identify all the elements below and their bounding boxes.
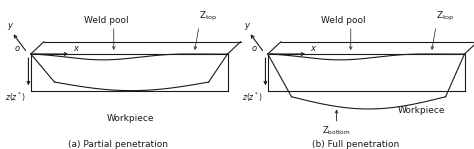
Text: x: x	[310, 44, 316, 53]
Text: Weld pool: Weld pool	[321, 16, 366, 25]
Text: Workpiece: Workpiece	[107, 114, 154, 123]
Text: Z$_{\mathrm{top}}$: Z$_{\mathrm{top}}$	[436, 10, 455, 23]
Text: Workpiece: Workpiece	[398, 106, 446, 115]
Text: $z(z^*)$: $z(z^*)$	[5, 91, 26, 104]
Text: Z$_{\mathrm{top}}$: Z$_{\mathrm{top}}$	[199, 10, 218, 23]
Text: (b) Full penetration: (b) Full penetration	[312, 139, 399, 149]
Text: (a) Partial penetration: (a) Partial penetration	[69, 139, 168, 149]
Text: $z(z^*)$: $z(z^*)$	[242, 91, 263, 104]
Text: o: o	[252, 44, 257, 53]
Text: y: y	[7, 21, 12, 30]
Text: Z$_{\mathrm{bottom}}$: Z$_{\mathrm{bottom}}$	[322, 125, 351, 137]
Text: y: y	[244, 21, 249, 30]
Text: Weld pool: Weld pool	[84, 16, 129, 25]
Text: o: o	[15, 44, 20, 53]
Text: x: x	[73, 44, 79, 53]
